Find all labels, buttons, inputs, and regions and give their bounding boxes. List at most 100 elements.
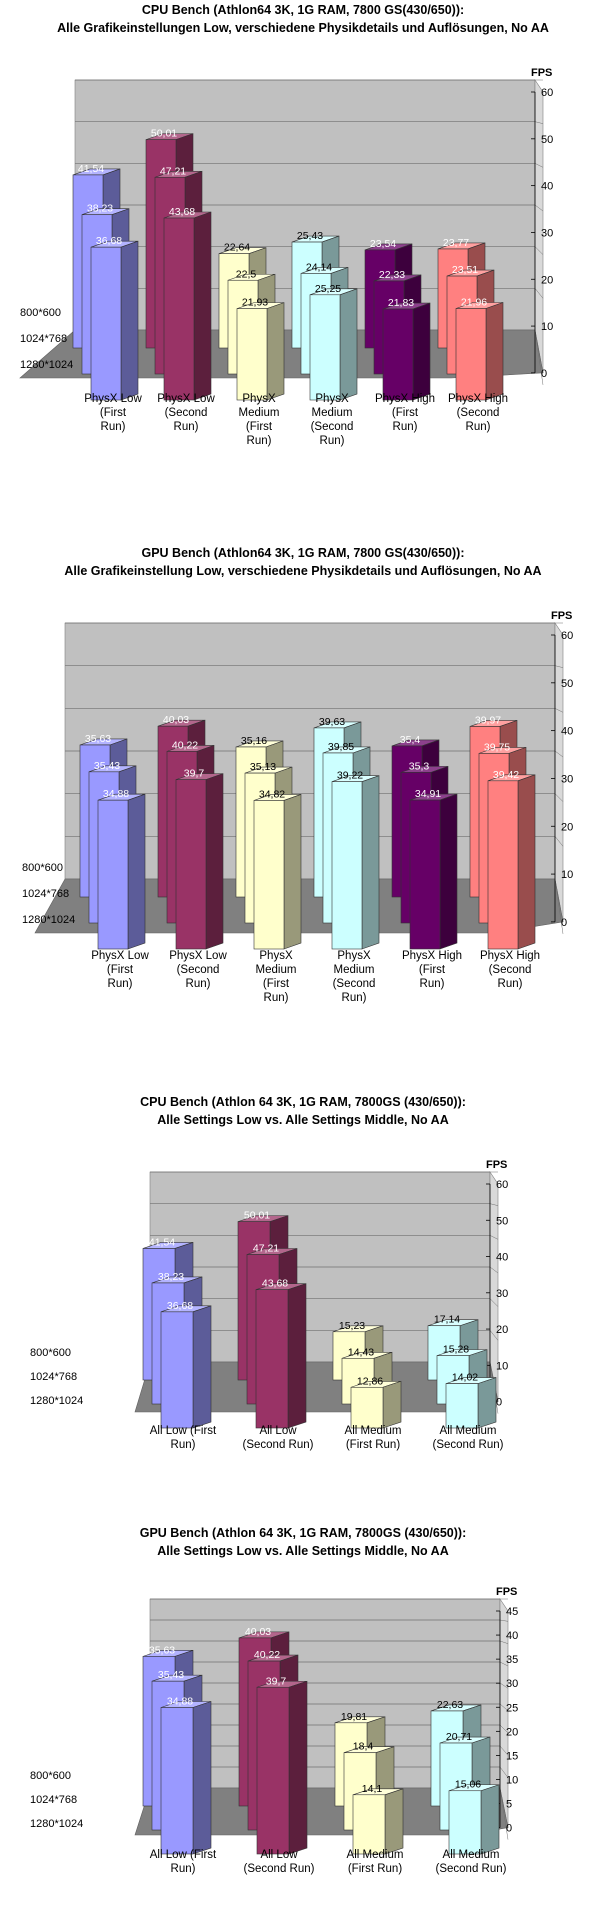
axis-label-fps: FPS: [486, 1159, 507, 1171]
bar: [350, 1380, 402, 1429]
gridline: [534, 204, 544, 212]
category-label: PhysX High (Second Run): [448, 393, 508, 433]
tick-label: 10: [541, 321, 553, 333]
chart-gpu-bench-physx: GPU Bench (Athlon64 3K, 1G RAM, 7800 GS(…: [0, 543, 607, 1094]
data-label: 39,63: [319, 716, 345, 728]
data-label: 17,14: [434, 1314, 460, 1326]
data-label: 34,91: [415, 788, 441, 800]
tick-label: 20: [506, 1726, 518, 1738]
gridline: [499, 1619, 509, 1622]
data-label: 23,77: [443, 237, 469, 249]
tick-label: 20: [541, 274, 553, 286]
data-label: 39,97: [475, 714, 501, 726]
data-label: 41,54: [78, 163, 104, 175]
data-label: 24,14: [306, 261, 332, 273]
data-label: 35,3: [409, 760, 430, 772]
data-label: 50,01: [244, 1210, 270, 1222]
tick-label: 15: [506, 1750, 518, 1762]
data-label: 39,22: [337, 770, 363, 782]
tick-label: 50: [561, 678, 573, 690]
data-label: 40,22: [254, 1649, 280, 1661]
bar: [236, 302, 285, 401]
category-label: PhysX Low (Second Run): [157, 393, 215, 433]
chart-cpu-bench-physx: CPU Bench (Athlon64 3K, 1G RAM, 7800 GS(…: [0, 0, 607, 543]
data-label: 34,88: [167, 1696, 193, 1708]
series-label: 1024*768: [30, 1794, 77, 1806]
gridline: [489, 1203, 499, 1206]
data-label: 50,01: [151, 128, 177, 140]
tick-label: 10: [561, 869, 573, 881]
series-label: 1024*768: [30, 1371, 77, 1383]
bar: [175, 773, 224, 950]
data-label: 39,7: [184, 768, 205, 780]
data-label: 39,42: [493, 769, 519, 781]
data-label: 39,75: [484, 741, 510, 753]
axis-label-fps: FPS: [551, 610, 572, 622]
tick-label: 0: [561, 917, 567, 929]
tick-label: 50: [541, 134, 553, 146]
gridline: [554, 665, 564, 668]
series-label: 800*600: [30, 1347, 71, 1359]
data-label: 39,7: [266, 1675, 287, 1687]
data-label: 21,96: [461, 297, 487, 309]
bar: [97, 793, 146, 950]
tick-label: 10: [506, 1774, 518, 1786]
bar: [256, 1680, 308, 1855]
bar: [255, 1283, 307, 1429]
tick-label: 45: [506, 1606, 518, 1618]
axis-label-fps: FPS: [496, 1586, 517, 1598]
data-label: 35,43: [158, 1669, 184, 1681]
chart-subtitle: Alle Grafikeinstellungen Low, verschiede…: [57, 21, 549, 35]
category-label: All Medium (First Run): [347, 1849, 404, 1875]
data-label: 12,86: [357, 1375, 383, 1387]
gridline: [489, 1330, 499, 1341]
data-label: 40,22: [172, 739, 198, 751]
data-label: 35,4: [400, 734, 421, 746]
data-label: 40,03: [245, 1626, 271, 1638]
data-label: 23,51: [452, 264, 478, 276]
data-label: 21,93: [242, 297, 268, 309]
gridline: [554, 793, 564, 802]
chart-gpu-bench-settings: GPU Bench (Athlon 64 3K, 1G RAM, 7800GS …: [0, 1525, 607, 1926]
data-label: 34,88: [103, 788, 129, 800]
category-label: All Low (Second Run): [243, 1425, 314, 1451]
gridline: [554, 836, 564, 847]
chart-svg: CPU Bench (Athlon 64 3K, 1G RAM, 7800GS …: [30, 1095, 508, 1451]
data-label: 35,63: [85, 733, 111, 745]
series-label: 1024*768: [22, 888, 69, 900]
series-label: 1024*768: [20, 333, 67, 345]
tick-label: 40: [506, 1630, 518, 1642]
data-label: 35,43: [94, 760, 120, 772]
category-label: All Medium (Second Run): [433, 1425, 504, 1451]
data-label: 36,68: [96, 235, 122, 247]
tick-label: 50: [496, 1215, 508, 1227]
data-label: 43,68: [262, 1278, 288, 1290]
bar: [455, 302, 504, 401]
data-label: 22,63: [437, 1699, 463, 1711]
tick-label: 40: [561, 726, 573, 738]
gridline: [499, 1703, 509, 1711]
category-label: All Medium (Second Run): [436, 1849, 507, 1875]
category-label: PhysX Low (First Run): [84, 393, 142, 433]
data-label: 43,68: [169, 206, 195, 218]
category-label: PhysX Medium (First Run): [239, 393, 280, 447]
bar: [309, 288, 358, 401]
gridline: [534, 246, 544, 255]
data-label: 14,43: [348, 1346, 374, 1358]
tick-label: 0: [496, 1397, 502, 1409]
gridline: [499, 1724, 509, 1734]
chart-subtitle: Alle Settings Low vs. Alle Settings Midd…: [157, 1113, 448, 1127]
bar: [160, 1701, 212, 1855]
tick-label: 20: [561, 821, 573, 833]
data-label: 15,28: [443, 1344, 469, 1356]
bar: [448, 1784, 500, 1855]
tick-label: 40: [496, 1252, 508, 1264]
tick-label: 30: [496, 1288, 508, 1300]
chart-subtitle: Alle Grafikeinstellung Low, verschiedene…: [64, 564, 541, 578]
chart-svg: GPU Bench (Athlon 64 3K, 1G RAM, 7800GS …: [30, 1526, 518, 1875]
bar: [409, 793, 458, 950]
tick-label: 30: [561, 773, 573, 785]
tick-label: 0: [541, 368, 547, 380]
series-label: 800*600: [20, 307, 61, 319]
tick-label: 5: [506, 1799, 512, 1811]
